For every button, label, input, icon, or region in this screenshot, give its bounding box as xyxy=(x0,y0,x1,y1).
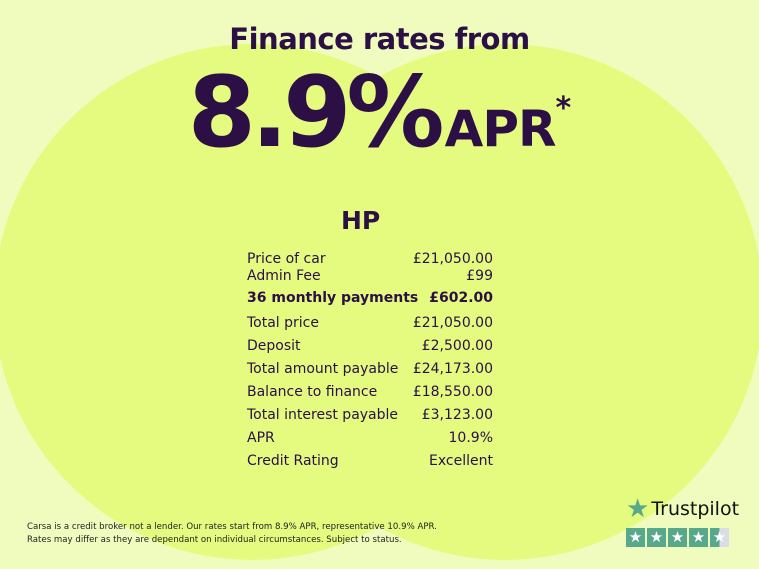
table-row: Deposit £2,500.00 xyxy=(247,335,493,358)
row-value: £2,500.00 xyxy=(421,338,493,354)
row-value: 10.9% xyxy=(448,430,493,446)
row-label: 36 monthly payments xyxy=(247,290,419,306)
row-value: £602.00 xyxy=(429,290,493,306)
row-label: APR xyxy=(247,430,275,446)
table-row: Total interest payable £3,123.00 xyxy=(247,404,493,427)
right-circle xyxy=(247,44,759,560)
table-row: Admin Fee £99 xyxy=(247,268,493,285)
row-value: £99 xyxy=(466,268,493,284)
star-icon: ★ xyxy=(626,528,645,547)
table-row: APR 10.9% xyxy=(247,427,493,450)
trustpilot-name: Trustpilot xyxy=(651,498,740,520)
row-value: £3,123.00 xyxy=(421,407,493,423)
row-label: Deposit xyxy=(247,338,301,354)
rate-value: 8.9% xyxy=(187,56,445,170)
row-label: Admin Fee xyxy=(247,268,321,284)
star-icon: ★ xyxy=(668,528,687,547)
row-value: £24,173.00 xyxy=(412,361,493,377)
row-label: Total amount payable xyxy=(247,361,399,377)
rate-unit: APR xyxy=(444,100,557,158)
table-row: Credit Rating Excellent xyxy=(247,450,493,473)
star-icon: ★ xyxy=(626,494,650,524)
star-icon: ★ xyxy=(647,528,666,547)
table-row: Total amount payable £24,173.00 xyxy=(247,358,493,381)
trustpilot-badge: ★ Trustpilot ★ ★ ★ ★ ★ xyxy=(626,494,739,547)
star-icon: ★ xyxy=(689,528,708,547)
table-row: Balance to finance £18,550.00 xyxy=(247,381,493,404)
row-value: Excellent xyxy=(429,453,493,469)
disclaimer-line: Carsa is a credit broker not a lender. O… xyxy=(27,522,437,532)
row-label: Balance to finance xyxy=(247,384,378,400)
disclaimer: Carsa is a credit broker not a lender. O… xyxy=(27,521,437,547)
table-row: Price of car £21,050.00 xyxy=(247,251,493,268)
rate-asterisk: * xyxy=(555,91,572,126)
disclaimer-line: Rates may differ as they are dependant o… xyxy=(27,535,402,545)
row-label: Total interest payable xyxy=(247,407,399,423)
rate-display: 8.9% APR* xyxy=(0,58,759,168)
table-row: Total price £21,050.00 xyxy=(247,312,493,335)
headline: Finance rates from xyxy=(229,22,530,56)
product-title: HP xyxy=(341,206,381,235)
row-value: £18,550.00 xyxy=(412,384,493,400)
table-row: 36 monthly payments £602.00 xyxy=(247,285,493,312)
row-label: Price of car xyxy=(247,251,326,267)
half-star-icon: ★ xyxy=(710,528,729,547)
finance-table: Price of car £21,050.00 Admin Fee £99 36 m… xyxy=(247,251,493,473)
row-value: £21,050.00 xyxy=(412,315,493,331)
rating-stars: ★ ★ ★ ★ ★ xyxy=(626,528,739,547)
row-label: Total price xyxy=(247,315,319,331)
row-value: £21,050.00 xyxy=(412,251,493,267)
row-label: Credit Rating xyxy=(247,453,339,469)
